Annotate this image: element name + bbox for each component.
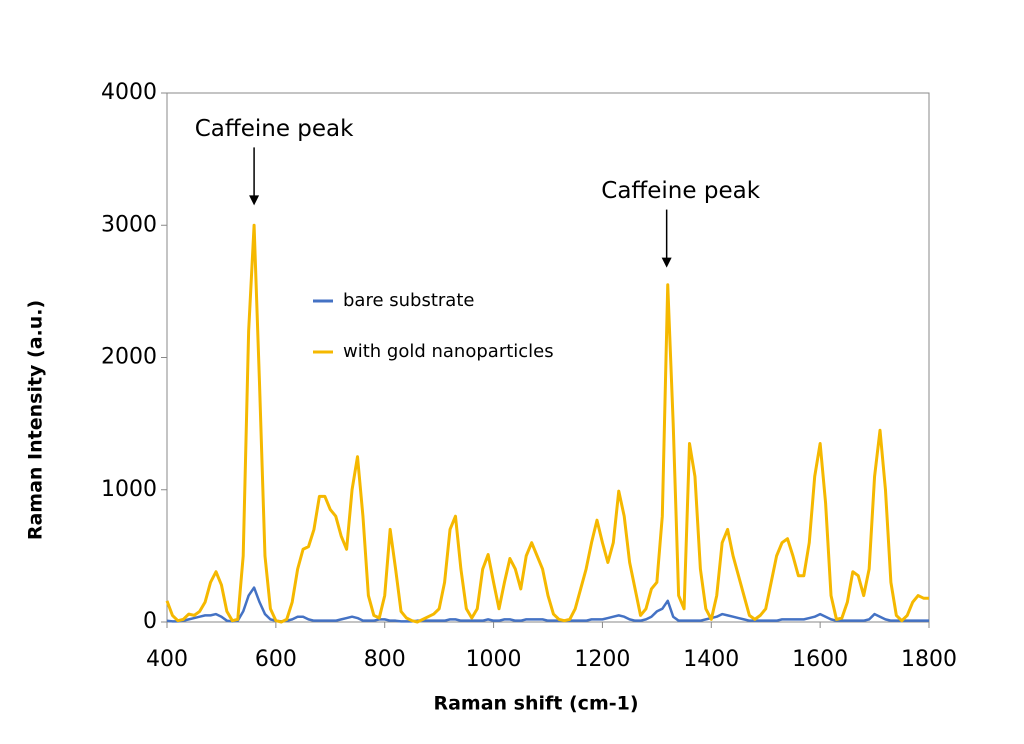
- legend-label: bare substrate: [343, 290, 474, 311]
- y-tick-label: 3000: [101, 212, 157, 237]
- annotation-arrowhead: [249, 195, 260, 206]
- x-tick-label: 1600: [792, 647, 848, 672]
- y-tick-label: 4000: [101, 80, 157, 105]
- y-tick-label: 0: [143, 609, 157, 634]
- x-tick-label: 1200: [574, 647, 630, 672]
- annotation-text: Caffeine peak: [195, 116, 354, 142]
- x-tick-label: 600: [255, 647, 297, 672]
- x-axis-label: Raman shift (cm-1): [433, 693, 638, 715]
- x-tick-label: 1000: [466, 647, 522, 672]
- x-tick-label: 1400: [683, 647, 739, 672]
- y-tick-label: 2000: [101, 345, 157, 370]
- series-line: [165, 223, 929, 624]
- legend-label: with gold nanoparticles: [343, 341, 554, 362]
- annotation-text: Caffeine peak: [601, 178, 760, 204]
- x-tick-label: 400: [146, 647, 188, 672]
- y-tick-label: 1000: [101, 477, 157, 502]
- series-line: [166, 586, 929, 623]
- x-tick-label: 800: [364, 647, 406, 672]
- y-axis-label: Raman Intensity (a.u.): [25, 300, 47, 540]
- annotation-arrowhead: [661, 257, 672, 268]
- x-tick-label: 1800: [901, 647, 957, 672]
